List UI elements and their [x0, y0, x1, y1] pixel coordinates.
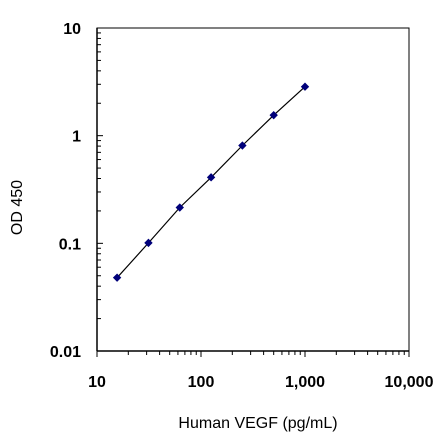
- y-tick-label: 10: [63, 21, 81, 38]
- tick-labels-layer: 10 100 1,000 10,000 0.01 0.1 1 10: [50, 21, 434, 391]
- x-axis-title: Human VEGF (pg/mL): [178, 415, 337, 432]
- y-tick-label: 1: [72, 129, 81, 146]
- data-point: [112, 273, 122, 282]
- data-point: [175, 203, 184, 212]
- data-point: [238, 141, 247, 150]
- x-tick-label: 10,000: [385, 374, 434, 391]
- y-axis-title: OD 450: [9, 180, 26, 235]
- data-point: [269, 110, 278, 120]
- x-tick-label: 10: [88, 374, 106, 391]
- y-tick-label: 0.01: [50, 344, 81, 361]
- x-tick-label: 1,000: [285, 374, 325, 391]
- data-point: [206, 173, 216, 182]
- y-tick-label: 0.1: [59, 236, 81, 253]
- x-tick-label: 100: [188, 374, 215, 391]
- data-point: [144, 238, 153, 248]
- points-layer: [112, 82, 310, 282]
- data-point: [300, 82, 310, 91]
- ticks-layer: [96, 27, 410, 357]
- plot-frame: [96, 27, 410, 352]
